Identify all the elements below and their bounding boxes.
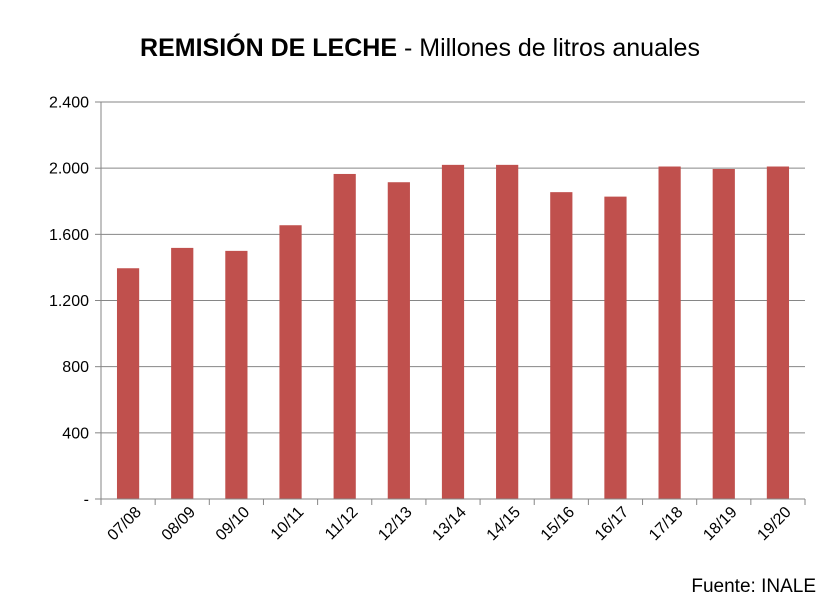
x-tick-label: 16/17	[592, 504, 632, 544]
bar-07-08	[116, 268, 140, 499]
bar-15-16	[550, 192, 573, 499]
x-tick-label: 13/14	[429, 504, 469, 544]
y-tick-label: 1.200	[49, 293, 89, 310]
bars	[116, 164, 790, 500]
x-tick-label: 15/16	[538, 504, 578, 544]
chart-title-bold: REMISIÓN DE LECHE	[140, 34, 398, 62]
y-tick-label: -	[84, 492, 89, 509]
x-tick-label: 08/09	[159, 504, 199, 544]
y-tick-label: 1.600	[49, 227, 89, 244]
bar-18-19	[712, 168, 735, 499]
bar-12-13	[387, 182, 410, 499]
y-tick-label: 400	[62, 425, 89, 442]
x-tick-label: 14/15	[484, 504, 524, 544]
bar-17-18	[658, 166, 681, 499]
bar-11-12	[333, 173, 356, 500]
x-tick-label: 07/08	[105, 504, 145, 544]
chart-title-rest: - Millones de litros anuales	[397, 34, 700, 62]
y-tick-label: 2.400	[49, 95, 89, 112]
x-tick-label: 18/19	[700, 504, 740, 544]
bar-09-10	[225, 250, 248, 499]
chart-title: REMISIÓN DE LECHE - Millones de litros a…	[0, 34, 840, 63]
x-tick-label: 17/18	[646, 504, 686, 544]
y-tick-label: 2.000	[49, 161, 89, 178]
bar-08-09	[171, 247, 194, 499]
x-tick-label: 09/10	[213, 504, 253, 544]
bar-14-15	[496, 164, 519, 499]
x-tick-label: 10/11	[268, 504, 308, 544]
tick-labels: - 400 800 1.200 1.600 2.000 2.400 07/08 08/09 09/…	[49, 95, 795, 545]
axes	[95, 101, 806, 505]
x-tick-label: 11/12	[322, 504, 362, 544]
bar-10-11	[279, 225, 302, 499]
bar-13-14	[441, 164, 465, 499]
source-note: Fuente: INALE	[691, 576, 816, 597]
bar-19-20	[766, 166, 790, 499]
bar-16-17	[604, 196, 627, 499]
y-tick-label: 800	[62, 359, 89, 376]
x-tick-label: 19/20	[754, 504, 794, 544]
x-tick-label: 12/13	[375, 504, 415, 544]
